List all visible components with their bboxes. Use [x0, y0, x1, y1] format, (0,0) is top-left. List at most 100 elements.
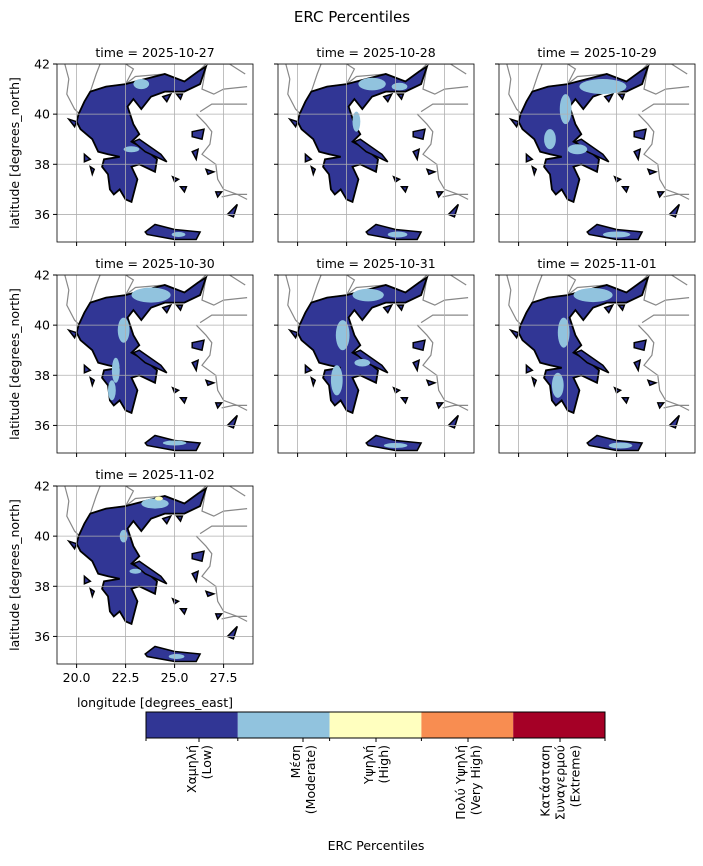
moderate-area	[551, 372, 564, 398]
island	[352, 138, 389, 163]
country-border	[422, 66, 469, 95]
island	[656, 402, 666, 410]
island	[310, 376, 317, 388]
island	[392, 386, 402, 394]
map-panel: time = 2025-11-02 20.0 22.5 25.0 27.5 36 38 40 4…	[7, 467, 254, 685]
country-border	[643, 66, 690, 95]
x-tick-label: 27.5	[210, 670, 238, 685]
island	[633, 128, 647, 141]
moderate-area	[354, 358, 371, 367]
panel-title: time = 2025-10-29	[537, 45, 656, 60]
panel-frame	[277, 274, 475, 454]
island	[435, 402, 445, 410]
island	[191, 339, 205, 352]
y-tick-label: 40	[34, 318, 50, 333]
country-border	[195, 324, 248, 411]
island	[633, 147, 642, 162]
island	[171, 386, 181, 394]
y-tick-label: 42	[34, 57, 50, 72]
country-border	[643, 277, 690, 306]
panel-title: time = 2025-10-27	[95, 45, 214, 60]
island	[412, 128, 426, 141]
island	[89, 376, 96, 388]
moderate-area	[117, 317, 130, 343]
island	[175, 93, 184, 101]
country-border	[199, 103, 248, 113]
moderate-area	[559, 94, 572, 125]
moderate-area	[391, 82, 408, 91]
island	[287, 117, 299, 129]
island	[412, 358, 421, 373]
y-axis-label: latitude [degrees_north]	[7, 77, 22, 229]
island	[191, 550, 205, 563]
island	[204, 168, 216, 176]
colorbar-swatch	[146, 712, 238, 738]
colorbar-tick-label: Υψηλή(High)	[361, 745, 391, 785]
island	[668, 203, 681, 218]
island	[204, 379, 216, 387]
colorbar-swatch	[513, 712, 605, 738]
country-border	[641, 103, 690, 113]
moderate-area	[111, 357, 120, 383]
country-border	[442, 193, 469, 198]
island	[633, 358, 642, 373]
y-tick-label: 36	[34, 207, 50, 222]
y-tick-label: 36	[34, 629, 50, 644]
country-border	[201, 488, 248, 517]
moderate-area	[168, 653, 185, 659]
country-border	[641, 314, 690, 324]
island	[425, 168, 437, 176]
moderate-area	[131, 287, 171, 303]
moderate-area	[358, 77, 386, 91]
island	[525, 152, 534, 163]
island	[214, 402, 224, 410]
panel-frame	[277, 63, 475, 243]
island	[144, 223, 202, 241]
country-border	[221, 615, 248, 620]
island	[392, 175, 402, 183]
panel-frame	[498, 274, 696, 454]
y-tick-label: 42	[34, 268, 50, 283]
moderate-area	[387, 231, 408, 238]
island	[144, 645, 202, 663]
country-border	[201, 66, 248, 95]
moderate-area	[567, 144, 588, 155]
island	[633, 339, 647, 352]
island	[435, 191, 445, 199]
figure-title: ERC Percentiles	[294, 8, 410, 26]
country-border	[416, 113, 469, 200]
island	[89, 165, 96, 177]
colorbar-label: ERC Percentiles	[328, 838, 425, 853]
greece-mainland	[75, 486, 208, 626]
island	[131, 560, 168, 585]
island	[226, 625, 239, 640]
island	[656, 191, 666, 199]
panel-frame	[498, 63, 696, 243]
panel-frame	[56, 274, 254, 454]
moderate-area	[352, 288, 384, 302]
map-panel: time = 2025-10-30 36 38 40 42 latitude [degre…	[7, 256, 254, 457]
island	[83, 152, 92, 163]
moderate-area	[123, 146, 140, 153]
moderate-area	[129, 568, 142, 574]
island	[161, 514, 173, 525]
country-border	[221, 404, 248, 409]
panel-title: time = 2025-10-30	[95, 256, 214, 271]
map-panel: time = 2025-11-01	[495, 256, 696, 457]
country-border	[201, 277, 248, 306]
moderate-area	[133, 79, 150, 90]
panel-title: time = 2025-10-28	[316, 45, 435, 60]
colorbar-frame	[145, 711, 606, 739]
moderate-area	[573, 288, 613, 303]
country-border	[416, 324, 469, 411]
island	[447, 203, 460, 218]
greece-mainland	[296, 275, 429, 415]
country-border	[442, 404, 469, 409]
island	[382, 92, 394, 103]
island	[131, 349, 168, 374]
island	[175, 304, 184, 312]
island	[226, 414, 239, 429]
island	[171, 597, 181, 605]
island	[603, 303, 615, 314]
y-tick-label: 38	[34, 579, 50, 594]
